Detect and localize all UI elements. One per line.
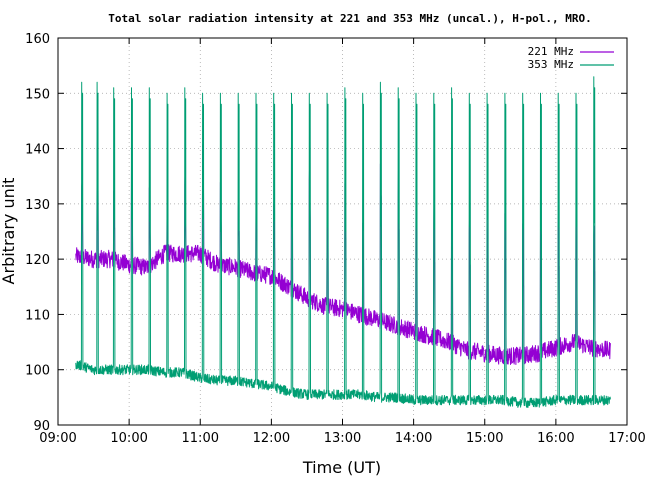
legend-label: 353 MHz [528, 58, 574, 71]
x-tick-label: 16:00 [537, 431, 574, 446]
legend-label: 221 MHz [528, 45, 574, 58]
x-axis-label: Time (UT) [302, 458, 381, 477]
y-tick-label: 100 [25, 364, 50, 379]
x-tick-label: 11:00 [182, 431, 219, 446]
series-line-353mhz [75, 76, 611, 408]
y-tick-label: 150 [25, 87, 50, 102]
y-tick-label: 90 [33, 419, 50, 434]
y-tick-label: 120 [25, 253, 50, 268]
ticks: 09:00 10:00 11:00 12:00 13:00 14:00 15:00 16:00… [25, 32, 646, 446]
x-tick-label: 13:00 [324, 431, 361, 446]
y-tick-label: 110 [25, 308, 50, 323]
x-tick-label: 09:00 [39, 431, 76, 446]
series-layer [75, 76, 611, 408]
x-tick-label: 10:00 [110, 431, 147, 446]
y-tick-label: 140 [25, 143, 50, 158]
x-tick-label: 12:00 [253, 431, 290, 446]
y-axis-label: Arbitrary unit [0, 178, 18, 285]
y-tick-label: 130 [25, 198, 50, 213]
x-tick-label: 15:00 [466, 431, 503, 446]
series-line-221mhz [75, 141, 611, 365]
x-tick-label: 14:00 [395, 431, 432, 446]
chart-title: Total solar radiation intensity at 221 a… [108, 12, 591, 25]
x-tick-label: 17:00 [608, 431, 645, 446]
y-tick-label: 160 [25, 32, 50, 47]
grid [58, 38, 627, 425]
